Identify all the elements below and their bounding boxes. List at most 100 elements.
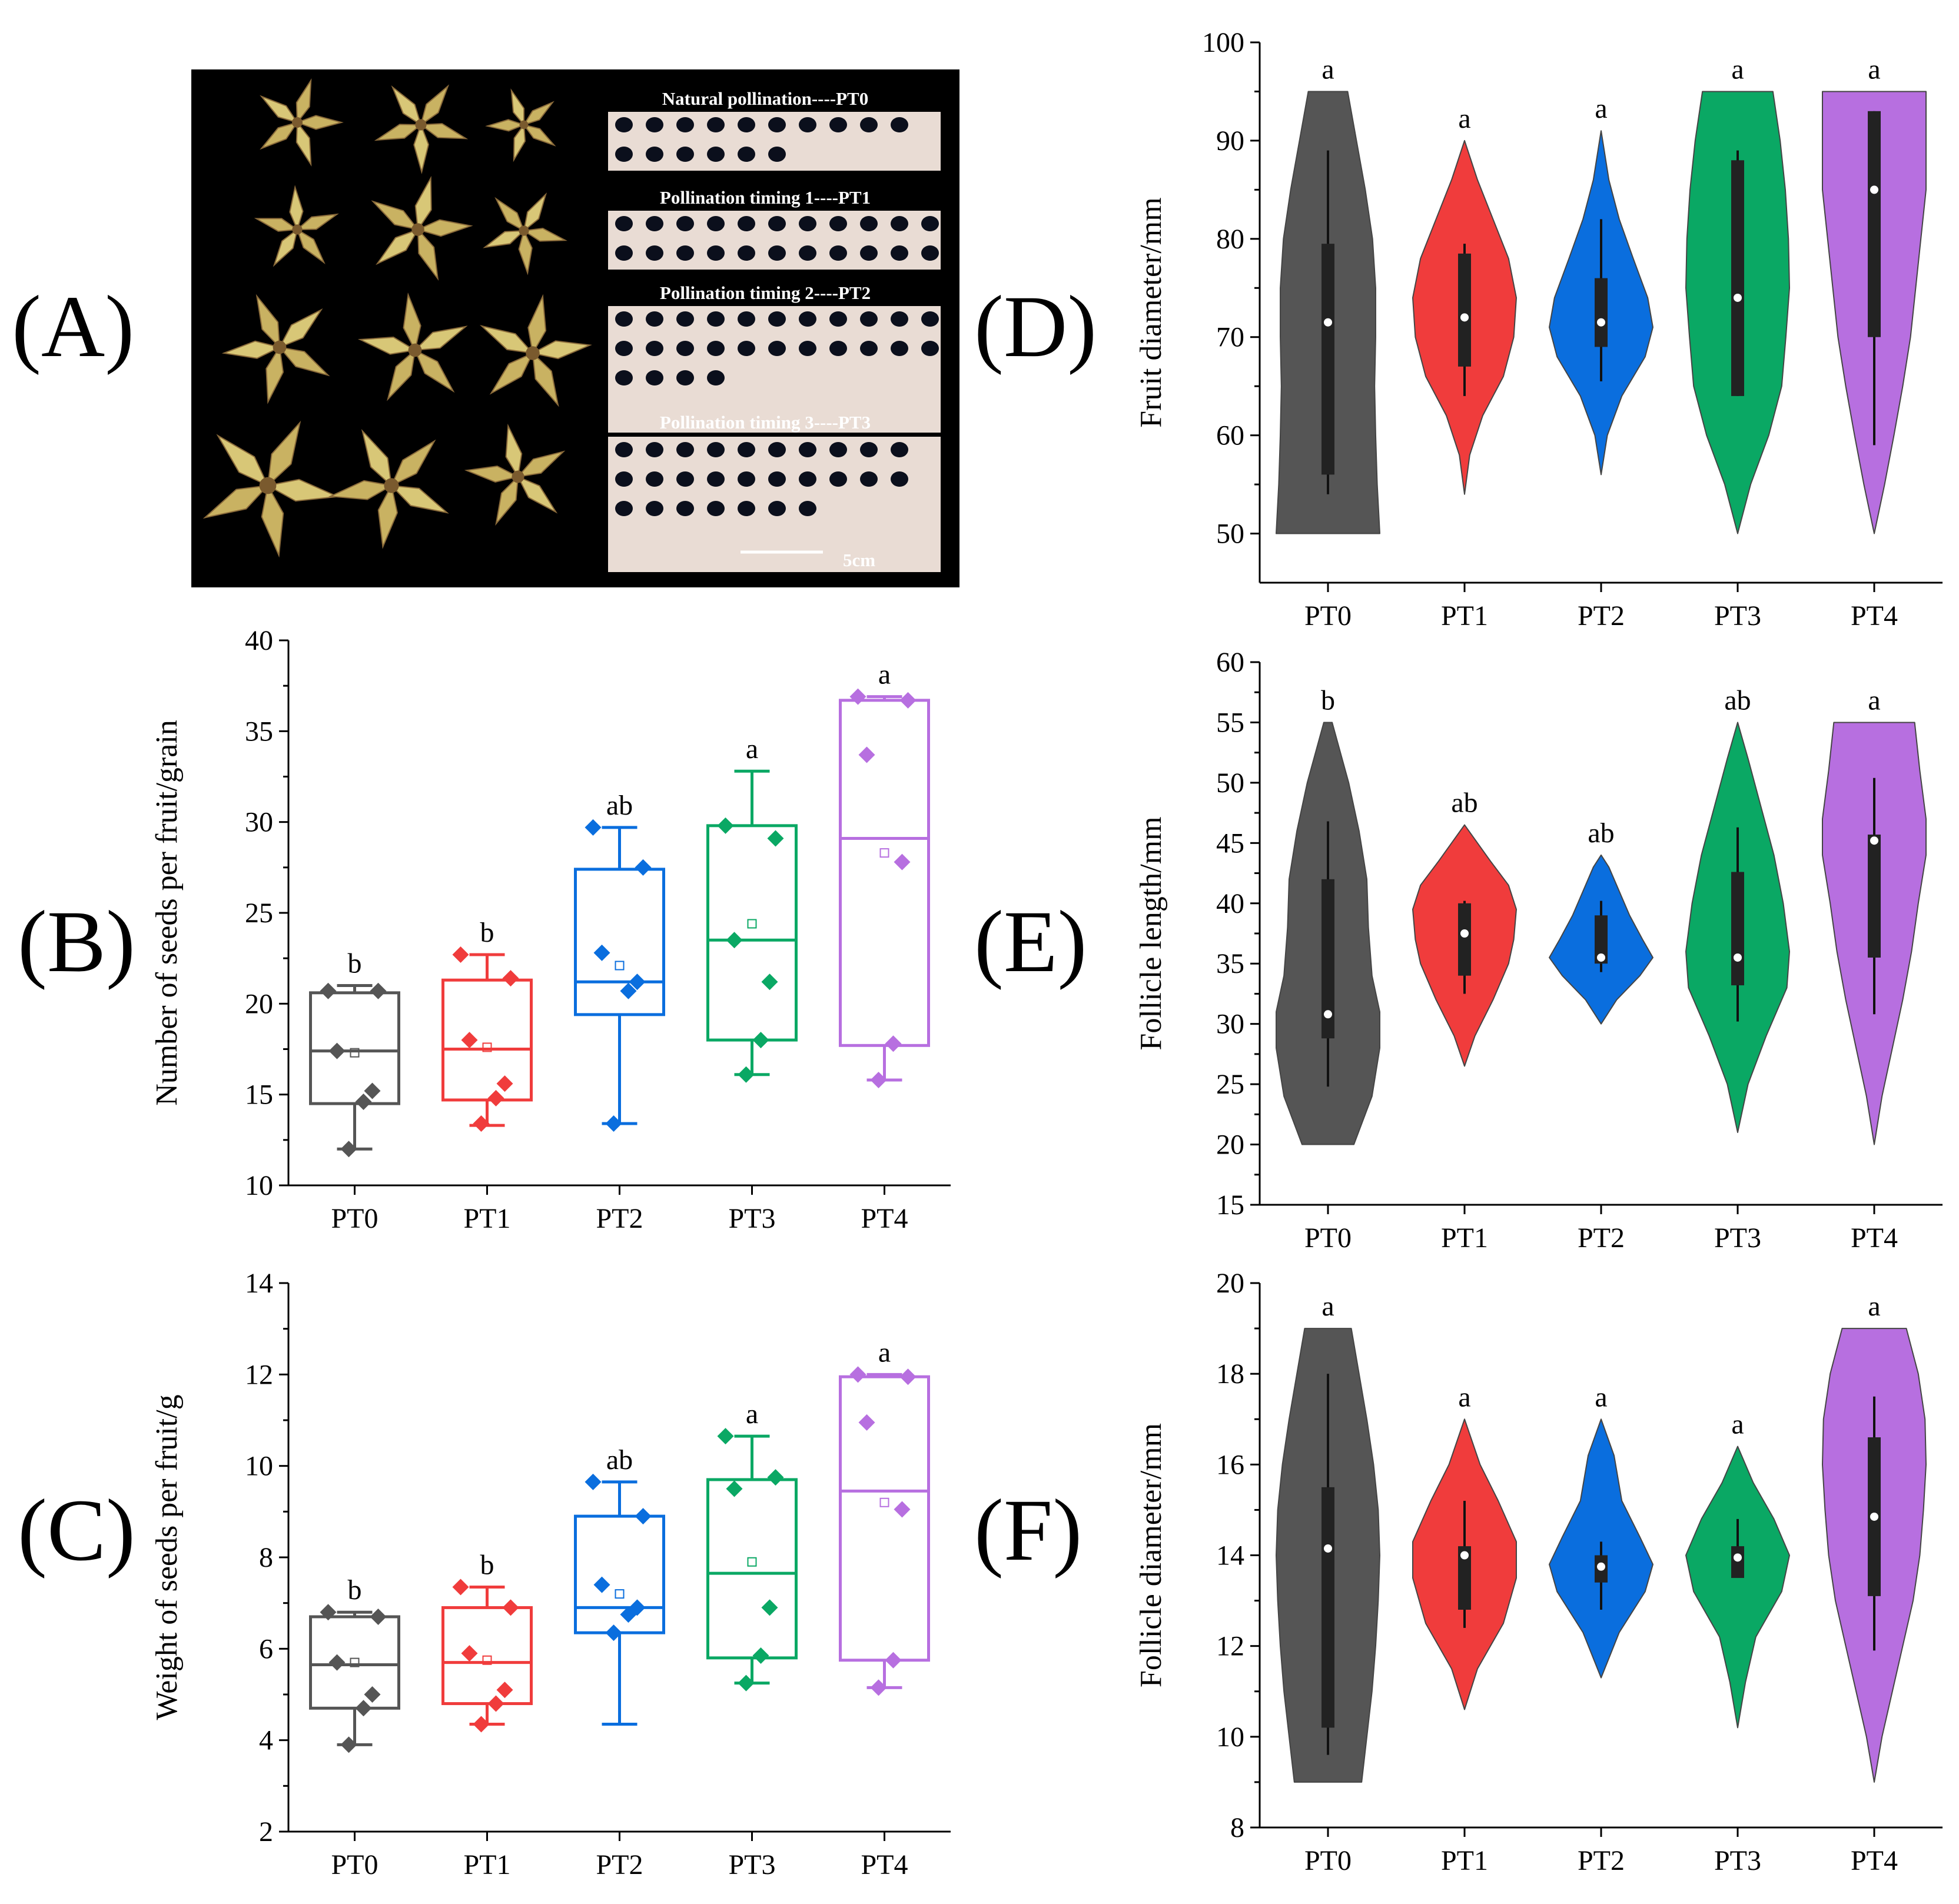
violin-pt1: a [1412,103,1517,495]
seed [891,216,908,231]
box-iqr [706,1478,798,1660]
flower-center [292,224,303,235]
seed [799,501,816,516]
seed [707,311,725,327]
x-tick-label: PT2 [1578,600,1625,632]
seed [738,501,755,516]
box-pt1: b [441,917,533,1132]
seed [799,245,816,261]
seed [615,341,633,356]
x-tick-label: PT0 [331,1203,378,1234]
seed [646,341,663,356]
seed [676,501,694,516]
box-pt3: a [706,733,798,1083]
x-tick-label: PT3 [728,1849,775,1880]
flower-petal [260,121,299,150]
violin-iqr-box [1458,1546,1471,1610]
significance-letter: ab [606,1444,633,1476]
seed [860,311,878,327]
box-pt0: b [309,948,400,1158]
data-point-diamond [355,1700,372,1717]
y-tick-label: 25 [1216,1069,1244,1100]
y-tick-label: 14 [245,1268,273,1299]
flower-center [411,223,424,236]
flower-petal [510,88,525,127]
y-tick-label: 20 [1216,1129,1244,1161]
violin-iqr-box [1868,834,1881,958]
panel-label-e: (E) [974,893,1087,991]
violin-median [1870,836,1878,845]
flower-center [415,119,427,131]
seed [738,341,755,356]
flower [202,420,340,558]
violin-pt1: a [1412,1381,1517,1710]
y-axis-title: Follicle diameter/mm [1134,1423,1168,1687]
flower-center [526,346,540,360]
violin-pt4: a [1822,1291,1927,1783]
photo-row-label-pt2: Pollination timing 2----PT2 [660,283,871,303]
data-point-diamond [605,1624,622,1642]
violin-iqr-box [1731,872,1744,986]
flower-petal [376,228,420,265]
violin-body [1685,1446,1790,1729]
flower [254,185,339,267]
violin-pt3: a [1685,54,1790,534]
y-tick-label: 50 [1216,767,1244,799]
seed [799,311,816,327]
flower-petal [295,213,339,231]
violin-median [1734,953,1742,962]
seed [707,442,725,457]
y-tick-label: 40 [1216,888,1244,919]
flower-petal [216,434,270,487]
x-tick-label: PT2 [596,1849,643,1880]
flower-petal [485,119,526,132]
box-mean-marker [615,1589,625,1599]
significance-letter: a [1322,1291,1334,1322]
chart-c-seed-weight: 2 4 6 8 10 12 14 PT0 PT1 PT2 PT3 PT4 Weight of seeds… [150,1268,951,1880]
data-point-diamond [496,1075,513,1092]
flower-petal [260,95,299,124]
flower-petal [480,325,534,354]
violin-pt0: a [1276,54,1380,534]
data-point-diamond [320,1604,337,1621]
data-point-diamond [738,1066,755,1083]
y-tick-label: 2 [259,1816,273,1847]
flower [480,294,592,407]
significance-letter: b [348,1574,362,1606]
violin-pt1: ab [1412,787,1517,1067]
seed [768,245,786,261]
y-tick-label: 4 [259,1725,273,1756]
data-point-diamond [767,830,784,847]
flower-petal [221,340,281,359]
flower-petal [416,219,473,237]
flower-center [408,343,422,357]
seed [799,442,816,457]
seed [676,341,694,356]
data-point-diamond [461,1032,478,1049]
data-point-diamond [885,1035,902,1052]
data-point-diamond [761,973,778,991]
y-tick-label: 80 [1216,224,1244,255]
seed [646,442,663,457]
flower [221,294,330,404]
violin-iqr-box [1458,253,1471,367]
data-point-diamond [620,982,637,999]
seed [676,311,694,327]
flower-petal [361,428,393,487]
y-tick-label: 40 [245,625,273,656]
flower-petal [267,420,301,487]
data-point-diamond [849,1366,866,1383]
seed [921,245,939,261]
y-tick-label: 50 [1216,519,1244,550]
flower-petal [516,450,566,478]
violin-median [1324,1544,1332,1553]
violin-median [1734,293,1742,302]
flower-petal [522,124,556,147]
data-point-diamond [870,1071,887,1088]
flower-petal [289,185,304,231]
seed [676,442,694,457]
x-tick-label: PT0 [1304,1222,1352,1254]
violin-median [1460,313,1469,322]
flower-center [384,478,399,493]
y-tick-label: 14 [1216,1540,1244,1571]
